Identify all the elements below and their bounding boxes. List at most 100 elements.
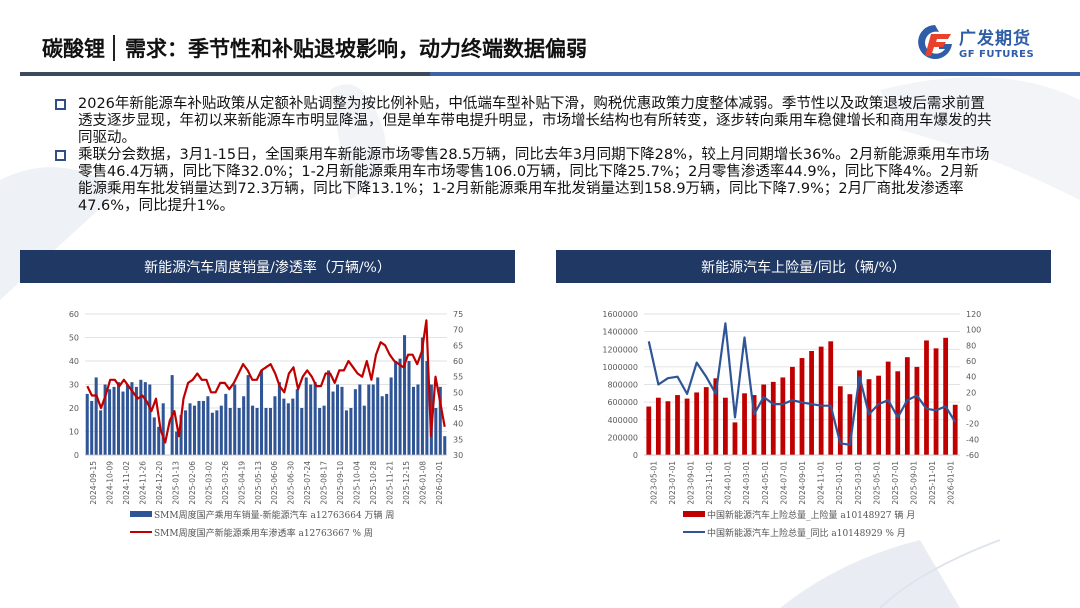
bar (121, 391, 125, 455)
bar (201, 400, 205, 455)
x-tick: 2026-02-01 (435, 461, 444, 505)
bar (684, 398, 690, 455)
x-tick: 2025-08-17 (320, 461, 329, 505)
bar (197, 400, 201, 455)
bar-swatch-icon (683, 511, 705, 517)
x-tick: 2024-11-26 (139, 461, 148, 505)
bar (331, 391, 335, 455)
bar (295, 389, 299, 455)
bar (268, 408, 272, 455)
y-right-tick: 40 (453, 420, 463, 429)
legend-item-penetration: SMM周度国产新能源乘用车渗透率 a12763667 % 周 (130, 523, 394, 541)
y-right-tick: -40 (966, 435, 979, 444)
gf-futures-logo: 广发期货 GF FUTURES (915, 20, 1055, 64)
bar (665, 401, 671, 455)
x-tick: 2023-05-01 (649, 461, 658, 505)
bar (857, 370, 862, 455)
bar (770, 381, 776, 455)
x-tick: 2025-07-01 (891, 461, 900, 505)
x-tick: 2025-10-28 (369, 461, 378, 505)
bar (425, 361, 429, 455)
y-right-tick: 55 (453, 373, 463, 382)
bar (327, 370, 331, 455)
bar (924, 340, 929, 455)
legend-label: 中国新能源汽车上险总量_同比 a10148929 % 月 (707, 528, 906, 539)
bar-swatch-icon (130, 511, 152, 517)
y-left-tick: 40 (69, 357, 79, 366)
insurance-chart: 0 200000 400000 600000 800000 1000000 1200000 1… (590, 300, 990, 550)
x-tick: 2025-11-21 (385, 461, 394, 505)
bar (125, 384, 129, 455)
bar (139, 379, 143, 455)
bar (255, 408, 259, 455)
legend-label: SMM周度国产乘用车销量-新能源汽车 a12763664 万辆 周 (154, 510, 395, 521)
x-tick: 2025-03-26 (221, 461, 230, 505)
bar (362, 405, 366, 455)
chart-title-weekly-sales: 新能源汽车周度销量/渗透率（万辆/%） (20, 250, 515, 283)
logo-en-text: GF FUTURES (959, 49, 1035, 60)
bar (904, 357, 910, 455)
bar (403, 335, 407, 455)
bar (175, 431, 179, 455)
bullet-item: 2026年新能源车补贴政策从定额补贴调整为按比例补贴，中低端车型补贴下滑，购税优… (52, 96, 992, 147)
bar (188, 403, 192, 455)
y-left-tick: 1200000 (602, 345, 638, 354)
bar (723, 397, 728, 455)
legend-item-insured: 中国新能源汽车上险总量_上险量 a10148927 辆 月 (683, 505, 915, 523)
y-right-tick: -60 (966, 451, 979, 460)
bar (914, 366, 920, 455)
y-right-tick: 100 (966, 326, 981, 335)
y-right-tick: 35 (453, 435, 463, 444)
legend-label: 中国新能源汽车上险总量_上险量 a10148927 辆 月 (707, 510, 916, 521)
bar (420, 337, 424, 455)
bar (866, 379, 872, 455)
bar (847, 394, 853, 455)
y-right-tick: -20 (966, 420, 979, 429)
bar (260, 370, 264, 455)
bar (99, 410, 103, 455)
x-tick: 2024-01-01 (724, 461, 733, 505)
bar (116, 382, 121, 455)
y-right-tick: 30 (453, 451, 463, 460)
bar (233, 384, 237, 455)
legend-label: SMM周度国产新能源乘用车渗透率 a12763667 % 周 (154, 528, 373, 539)
bar (264, 408, 268, 455)
x-tick: 2025-03-02 (204, 461, 213, 505)
bar (367, 384, 371, 455)
x-tick: 2024-05-01 (761, 461, 770, 505)
header-rule-blue (430, 72, 1080, 76)
bar (742, 393, 747, 455)
bar (713, 378, 719, 455)
bar (780, 377, 786, 455)
square-bullet-icon (55, 99, 66, 110)
y-left-tick: 30 (69, 381, 79, 390)
square-bullet-icon (55, 150, 66, 161)
bar (242, 396, 246, 455)
x-tick: 2024-10-09 (106, 461, 115, 505)
y-left-tick: 60 (69, 310, 79, 319)
bar (434, 408, 438, 455)
y-right-tick: 60 (966, 357, 976, 366)
y-left-tick: 1000000 (602, 363, 638, 372)
bar (371, 384, 375, 455)
bar (309, 384, 313, 455)
line-series (86, 319, 446, 444)
bar (394, 361, 398, 455)
weekly-sales-plot: 0 10 20 30 40 50 60 30 35 40 45 50 55 60 65 70 75 2024-09… (69, 310, 463, 505)
insurance-plot: 0 200000 400000 600000 800000 1000000 1200000 1… (602, 310, 981, 505)
bar (215, 410, 219, 455)
x-tick: 2024-11-02 (122, 461, 131, 505)
x-tick: 2023-09-01 (686, 461, 695, 505)
bar (790, 366, 795, 455)
bar (376, 377, 380, 455)
bar (837, 386, 843, 455)
bar (134, 386, 138, 455)
slide-header: 碳酸锂 需求：季节性和补贴退坡影响，动力终端数据偏弱 广发期货 GF FUTUR… (0, 0, 1080, 80)
bar (161, 403, 165, 455)
x-tick: 2025-12-15 (402, 461, 411, 505)
x-tick: 2025-03-01 (854, 461, 863, 505)
bar (228, 408, 232, 455)
slide-title: 碳酸锂 需求：季节性和补贴退坡影响，动力终端数据偏弱 (42, 33, 587, 63)
bar (344, 410, 348, 455)
y-right-tick: 0 (966, 404, 971, 413)
